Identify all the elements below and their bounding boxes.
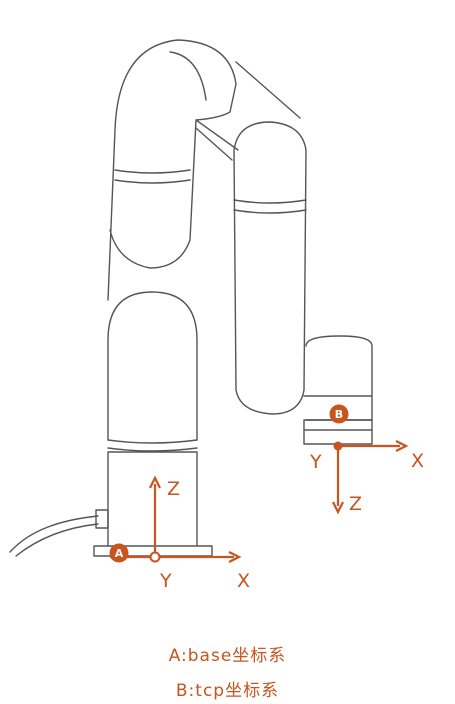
cable: [9, 515, 99, 553]
frame-b: B Y X Z: [309, 404, 424, 515]
tool-flange: [303, 419, 373, 445]
frame-a-z-label: Z: [167, 478, 180, 500]
robot-arm-outline: [9, 39, 373, 557]
frame-b-x-label: X: [411, 450, 424, 472]
cable-inner: [15, 523, 99, 557]
frame-a: A Z Y X: [109, 475, 250, 592]
frame-b-badge: [329, 404, 349, 424]
lower-arm: [107, 291, 198, 441]
frame-b-y-label: Y: [309, 451, 322, 473]
forearm: [233, 121, 307, 415]
frame-a-x-arrowhead: [228, 551, 242, 563]
forearm-link: [235, 61, 301, 119]
frame-b-z-label: Z: [349, 493, 362, 515]
legend-line-1: A:base坐标系: [168, 646, 287, 666]
frame-a-x-label: X: [237, 570, 250, 592]
legend-line-2: B:tcp坐标系: [175, 681, 280, 701]
frame-a-badge: [109, 543, 129, 563]
frame-a-y-origin: [149, 551, 161, 563]
upper-arm: [107, 39, 237, 301]
frame-a-y-label: Y: [159, 570, 172, 592]
cable-connector: [95, 509, 109, 529]
frame-b-z-arrowhead: [332, 501, 344, 515]
base-column: [107, 451, 198, 547]
frame-a-badge-text: A: [115, 547, 124, 560]
frame-a-z-arrowhead: [149, 475, 161, 489]
frame-b-y-origin: [333, 441, 343, 451]
frame-b-badge-text: B: [335, 408, 343, 421]
frame-b-x-arrowhead: [395, 440, 409, 452]
wrist: [305, 335, 373, 421]
